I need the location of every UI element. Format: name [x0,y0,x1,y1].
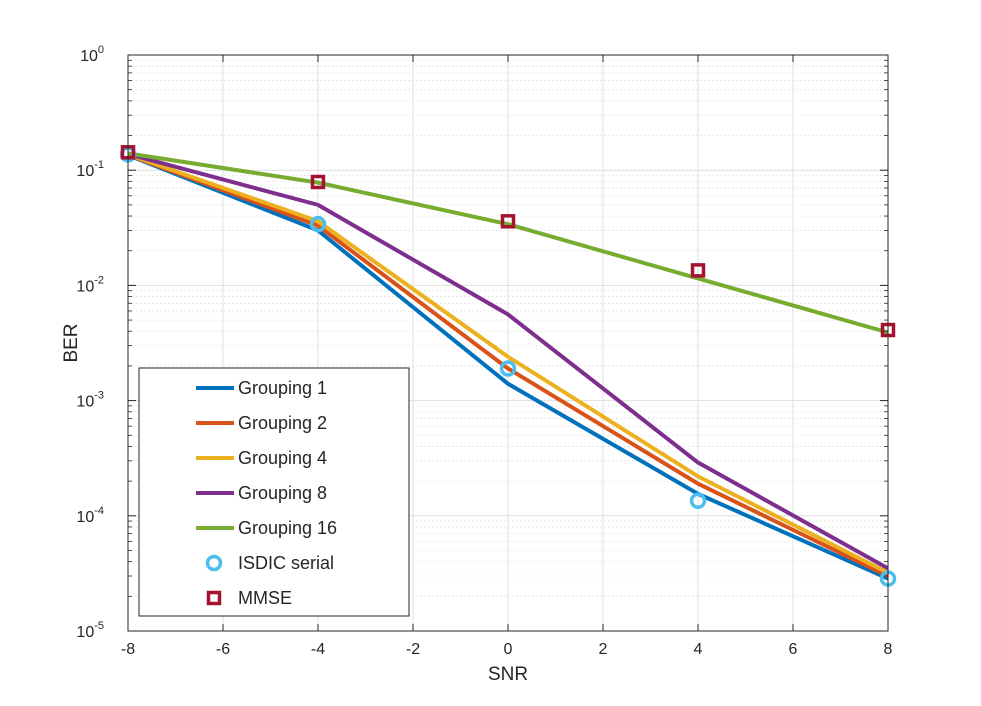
x-tick-label: 0 [504,641,513,658]
legend-label-isdic-serial: ISDIC serial [238,553,334,573]
legend-label-grouping-1: Grouping 1 [238,378,327,398]
series-line-grouping-4 [127,152,889,575]
data-point-isdic-serial [309,215,327,233]
x-tick-labels: -8 -6 -4 -2 0 2 4 6 8 [121,641,893,658]
x-tick-label: -2 [406,641,420,658]
y-tick-label: 10-3 [76,390,104,411]
legend-label-mmse: MMSE [238,588,292,608]
y-tick-label: 10-4 [76,505,104,526]
x-tick-label: 6 [789,641,798,658]
y-tick-label: 10-2 [76,274,104,295]
series-line-grouping-1 [127,153,889,581]
series-line-grouping-2 [127,152,889,578]
legend-label-grouping-4: Grouping 4 [238,448,327,468]
y-tick-label: 10-5 [76,620,104,641]
x-tick-label: -6 [216,641,230,658]
data-point-mmse [500,214,516,229]
y-tick-label: 10-1 [76,159,104,180]
series-line-grouping-8 [127,152,889,571]
legend-label-grouping-16: Grouping 16 [238,518,337,538]
data-point-isdic-serial [499,360,517,377]
axis-ticks [127,54,889,632]
data-point-mmse [690,263,706,278]
x-tick-label: -4 [311,641,325,658]
legend-label-grouping-8: Grouping 8 [238,483,327,503]
x-tick-label: -8 [121,641,135,658]
x-axis-label: SNR [488,664,528,685]
legend-box [138,367,410,617]
data-point-mmse [310,174,326,190]
x-tick-label: 4 [694,641,703,658]
data-point-isdic-serial [689,492,707,510]
y-tick-labels: 100 10-1 10-2 10-3 10-4 10-5 [76,44,104,641]
x-tick-label: 2 [599,641,608,658]
y-axis-label: BER [61,323,82,362]
series-line-grouping-16 [127,151,889,335]
legend-label-grouping-2: Grouping 2 [238,413,327,433]
legend: Grouping 1 Grouping 2 Grouping 4 Grouping 8… [138,367,410,617]
x-tick-label: 8 [884,641,893,658]
legend-marker-mmse [206,590,222,606]
legend-marker-isdic-serial [205,554,223,572]
y-tick-label: 100 [80,44,104,65]
series-lines [127,151,889,581]
